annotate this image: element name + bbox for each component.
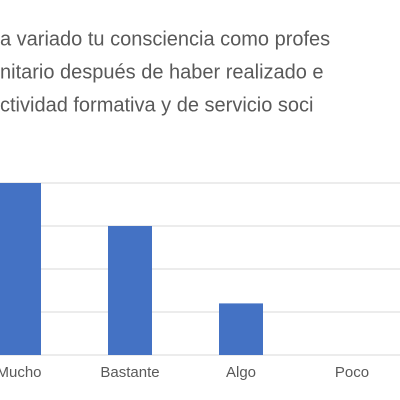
chart-title: ctividad formativa y de servicio soci — [0, 94, 313, 116]
bar — [219, 303, 263, 355]
chart-title: nitario después de haber realizado e — [0, 61, 324, 83]
x-tick-label: Bastante — [100, 364, 159, 381]
bar — [0, 183, 41, 355]
x-tick-label: Poco — [335, 364, 369, 381]
bar — [108, 226, 152, 355]
x-tick-label: Mucho — [0, 364, 42, 381]
chart-title: a variado tu consciencia como profes — [0, 28, 330, 50]
x-tick-label: Algo — [226, 364, 256, 381]
